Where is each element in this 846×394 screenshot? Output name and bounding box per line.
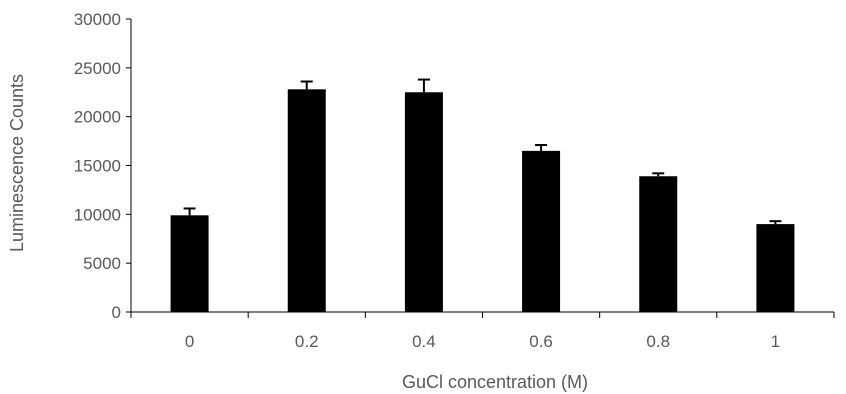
bar: [404, 92, 443, 312]
bar: [756, 224, 795, 312]
y-tick-label: 20000: [74, 108, 121, 127]
y-tick-labels: 0 5000 10000 15000 20000 25000 30000: [74, 10, 121, 322]
y-tick-label: 10000: [74, 205, 121, 224]
x-tick-label: 0: [185, 332, 194, 351]
y-tick-label: 15000: [74, 157, 121, 176]
x-axis-title: GuCl concentration (M): [402, 372, 588, 392]
bar: [639, 176, 678, 312]
axes-group: [126, 18, 835, 318]
y-axis-title: Luminescence Counts: [7, 74, 27, 252]
x-tick-label: 0.4: [412, 332, 436, 351]
x-tick-labels: 0 0.2 0.4 0.6 0.8 1: [185, 332, 780, 351]
y-tick-label: 0: [112, 303, 121, 322]
bar: [522, 150, 561, 312]
bars-group: [170, 89, 795, 312]
x-tick-label: 0.6: [529, 332, 553, 351]
x-tick-label: 1: [771, 332, 780, 351]
bar: [287, 89, 326, 312]
y-tick-label: 25000: [74, 59, 121, 78]
x-tick-label: 0.2: [295, 332, 319, 351]
error-bars-group: [183, 78, 782, 225]
bar: [170, 215, 209, 312]
x-tick-label: 0.8: [646, 332, 670, 351]
y-tick-label: 30000: [74, 10, 121, 29]
y-tick-label: 5000: [83, 254, 121, 273]
